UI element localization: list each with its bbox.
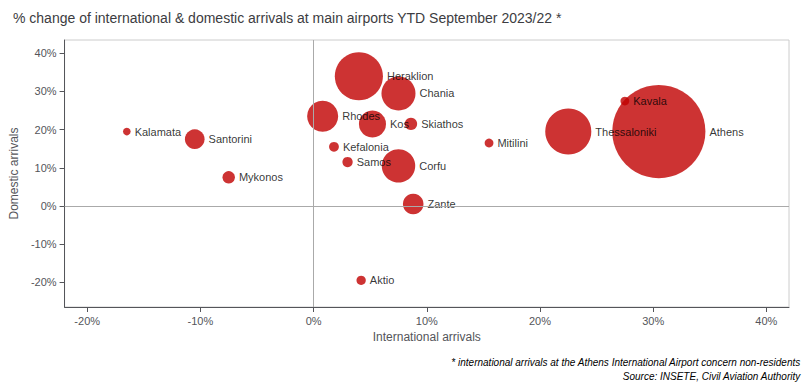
svg-text:20%: 20% bbox=[35, 124, 57, 136]
svg-text:Kos: Kos bbox=[390, 118, 409, 130]
svg-text:0%: 0% bbox=[41, 200, 57, 212]
svg-text:-20%: -20% bbox=[31, 276, 57, 288]
svg-text:Aktio: Aktio bbox=[370, 274, 394, 286]
svg-text:0%: 0% bbox=[306, 315, 322, 327]
svg-text:Athens: Athens bbox=[709, 126, 744, 138]
svg-text:Heraklion: Heraklion bbox=[387, 70, 433, 82]
svg-text:Thessaloniki: Thessaloniki bbox=[595, 126, 656, 138]
svg-text:Kavala: Kavala bbox=[633, 95, 668, 107]
svg-text:10%: 10% bbox=[35, 162, 57, 174]
svg-text:% change of international & do: % change of international & domestic arr… bbox=[13, 10, 562, 26]
svg-text:30%: 30% bbox=[35, 85, 57, 97]
svg-text:Kefalonia: Kefalonia bbox=[343, 141, 390, 153]
svg-text:Skiathos: Skiathos bbox=[421, 118, 464, 130]
svg-text:20%: 20% bbox=[529, 315, 551, 327]
svg-text:40%: 40% bbox=[35, 47, 57, 59]
svg-text:Zante: Zante bbox=[428, 198, 456, 210]
svg-text:10%: 10% bbox=[416, 315, 438, 327]
svg-text:30%: 30% bbox=[642, 315, 664, 327]
svg-text:-10%: -10% bbox=[31, 238, 57, 250]
svg-text:Mitilini: Mitilini bbox=[497, 137, 528, 149]
svg-text:International arrivals: International arrivals bbox=[373, 330, 481, 344]
svg-text:-20%: -20% bbox=[74, 315, 100, 327]
svg-text:Santorini: Santorini bbox=[209, 133, 252, 145]
svg-text:Mykonos: Mykonos bbox=[239, 171, 284, 183]
svg-text:Rhodes: Rhodes bbox=[342, 110, 380, 122]
svg-text:Chania: Chania bbox=[420, 87, 456, 99]
svg-text:Samos: Samos bbox=[357, 156, 392, 168]
svg-text:Kalamata: Kalamata bbox=[135, 126, 182, 138]
svg-text:Domestic arrivals: Domestic arrivals bbox=[7, 127, 21, 219]
svg-text:* international arrivals at th: * international arrivals at the Athens I… bbox=[451, 357, 800, 368]
svg-text:-10%: -10% bbox=[188, 315, 214, 327]
svg-text:Corfu: Corfu bbox=[419, 160, 446, 172]
svg-text:40%: 40% bbox=[755, 315, 777, 327]
svg-text:Source: INSETE, Civil Aviation: Source: INSETE, Civil Aviation Authority bbox=[623, 371, 801, 382]
